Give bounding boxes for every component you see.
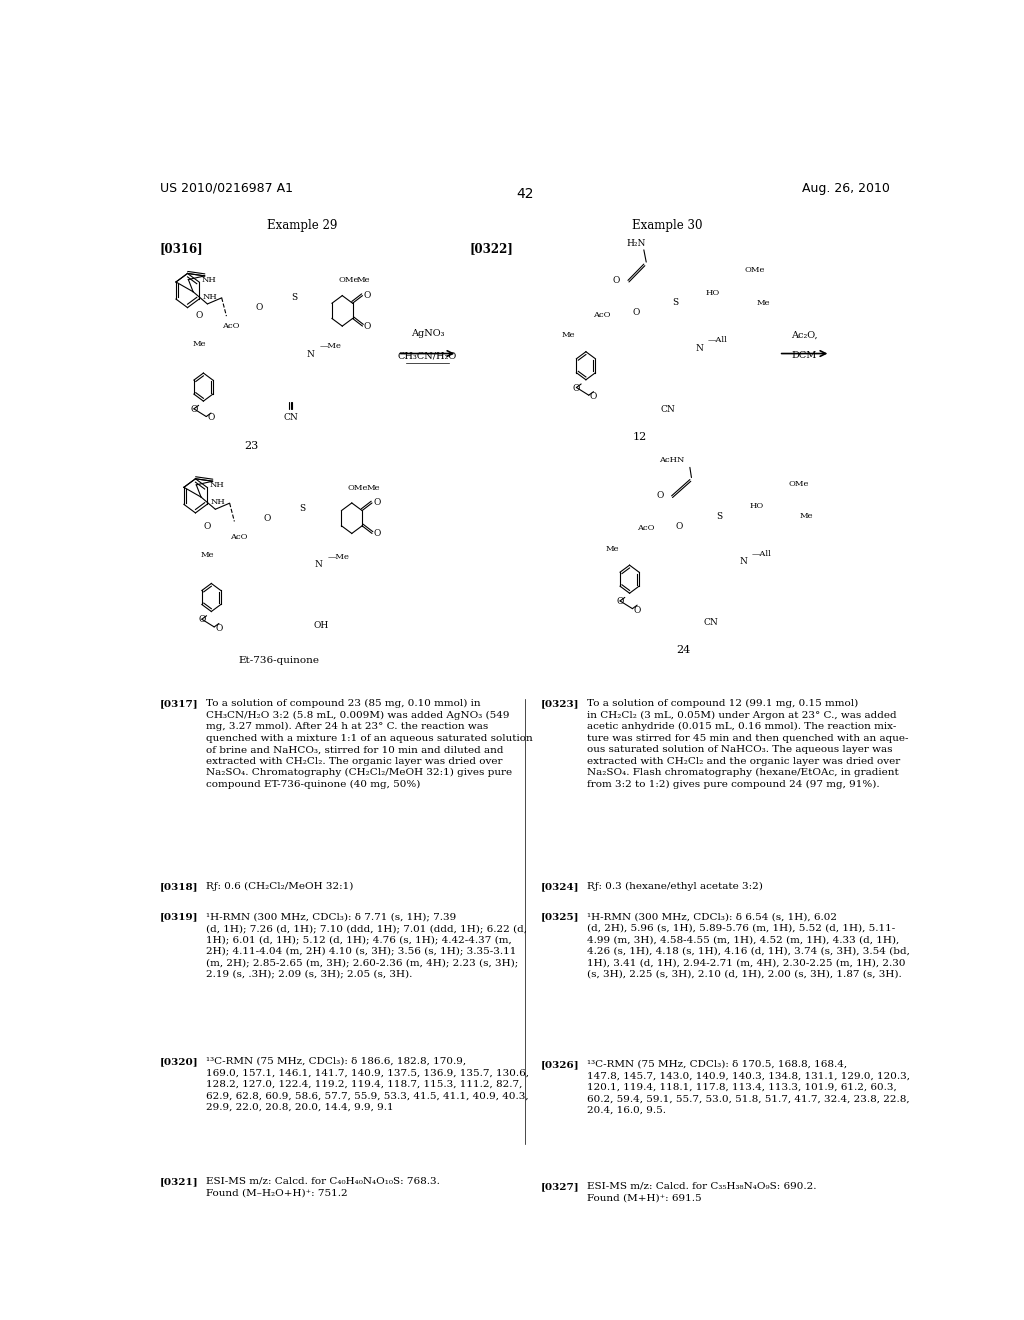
Text: OMe: OMe xyxy=(347,483,368,492)
Text: AcHN: AcHN xyxy=(658,457,684,465)
Text: —All: —All xyxy=(752,549,771,558)
Text: [0325]: [0325] xyxy=(541,912,580,921)
Text: O: O xyxy=(634,606,641,615)
Text: —Me: —Me xyxy=(319,342,341,350)
Text: OH: OH xyxy=(313,622,329,631)
Text: 42: 42 xyxy=(516,187,534,201)
Text: DCM: DCM xyxy=(792,351,817,360)
Text: OMe: OMe xyxy=(338,276,358,284)
Text: [0318]: [0318] xyxy=(160,882,199,891)
Text: AcO: AcO xyxy=(593,312,610,319)
Text: [0324]: [0324] xyxy=(541,882,580,891)
Text: O: O xyxy=(255,304,262,313)
Text: AgNO₃: AgNO₃ xyxy=(411,329,444,338)
Text: Et-736-quinone: Et-736-quinone xyxy=(239,656,319,665)
Text: Rƒ: 0.6 (CH₂Cl₂/MeOH 32:1): Rƒ: 0.6 (CH₂Cl₂/MeOH 32:1) xyxy=(206,882,353,891)
Text: O: O xyxy=(373,529,381,539)
Text: N: N xyxy=(314,561,323,569)
Text: 12: 12 xyxy=(633,432,647,442)
Text: O: O xyxy=(373,499,381,507)
Text: Me: Me xyxy=(201,550,214,558)
Text: N: N xyxy=(739,557,746,566)
Text: To a solution of compound 23 (85 mg, 0.10 mmol) in
CH₃CN/H₂O 3:2 (5.8 mL, 0.009M: To a solution of compound 23 (85 mg, 0.1… xyxy=(206,700,532,789)
Text: Aug. 26, 2010: Aug. 26, 2010 xyxy=(802,182,890,195)
Text: O: O xyxy=(616,597,624,606)
Text: NH: NH xyxy=(202,276,217,284)
Text: O: O xyxy=(590,392,597,401)
Text: Example 30: Example 30 xyxy=(633,219,702,232)
Text: OMe: OMe xyxy=(788,479,809,487)
Text: HO: HO xyxy=(750,502,764,510)
Text: O: O xyxy=(364,322,371,330)
Text: O: O xyxy=(364,292,371,300)
Text: [0323]: [0323] xyxy=(541,700,580,708)
Text: S: S xyxy=(292,293,298,302)
Text: Rƒ: 0.3 (hexane/ethyl acetate 3:2): Rƒ: 0.3 (hexane/ethyl acetate 3:2) xyxy=(587,882,763,891)
Text: CH₃CN/H₂O: CH₃CN/H₂O xyxy=(398,351,457,360)
Text: Me: Me xyxy=(756,298,770,306)
Text: ¹³C-RMN (75 MHz, CDCl₃): δ 170.5, 168.8, 168.4,
147.8, 145.7, 143.0, 140.9, 140.: ¹³C-RMN (75 MHz, CDCl₃): δ 170.5, 168.8,… xyxy=(587,1060,909,1115)
Text: —All: —All xyxy=(708,337,728,345)
Text: O: O xyxy=(656,491,664,500)
Text: [0320]: [0320] xyxy=(160,1057,199,1065)
Text: [0321]: [0321] xyxy=(160,1177,199,1185)
Text: N: N xyxy=(695,345,703,352)
Text: CN: CN xyxy=(660,405,675,414)
Text: ¹H-RMN (300 MHz, CDCl₃): δ 7.71 (s, 1H); 7.39
(d, 1H); 7.26 (d, 1H); 7.10 (ddd, : ¹H-RMN (300 MHz, CDCl₃): δ 7.71 (s, 1H);… xyxy=(206,912,526,979)
Text: AcO: AcO xyxy=(230,532,248,540)
Text: O: O xyxy=(632,309,640,317)
Text: [0326]: [0326] xyxy=(541,1060,580,1069)
Text: S: S xyxy=(673,298,679,308)
Text: CN: CN xyxy=(284,413,298,422)
Text: O: O xyxy=(204,521,211,531)
Text: Me: Me xyxy=(193,341,206,348)
Text: To a solution of compound 12 (99.1 mg, 0.15 mmol)
in CH₂Cl₂ (3 mL, 0.05M) under : To a solution of compound 12 (99.1 mg, 0… xyxy=(587,700,908,789)
Text: NH: NH xyxy=(211,498,225,506)
Text: 24: 24 xyxy=(677,645,690,655)
Text: O: O xyxy=(196,312,203,321)
Text: O: O xyxy=(190,405,198,414)
Text: H₂N: H₂N xyxy=(627,239,645,248)
Text: [0322]: [0322] xyxy=(469,242,513,255)
Text: ESI-MS m/z: Calcd. for C₃₅H₃₈N₄O₉S: 690.2.
Found (M+H)⁺: 691.5: ESI-MS m/z: Calcd. for C₃₅H₃₈N₄O₉S: 690.… xyxy=(587,1181,816,1203)
Text: [0319]: [0319] xyxy=(160,912,199,921)
Text: Me: Me xyxy=(605,545,618,553)
Text: Me: Me xyxy=(562,331,575,339)
Text: S: S xyxy=(716,512,722,520)
Text: NH: NH xyxy=(210,480,224,488)
Text: ¹³C-RMN (75 MHz, CDCl₃): δ 186.6, 182.8, 170.9,
169.0, 157.1, 146.1, 141.7, 140.: ¹³C-RMN (75 MHz, CDCl₃): δ 186.6, 182.8,… xyxy=(206,1057,528,1111)
Text: HO: HO xyxy=(706,289,720,297)
Text: O: O xyxy=(612,276,620,285)
Text: Me: Me xyxy=(357,276,371,284)
Text: O: O xyxy=(572,384,580,392)
Text: —Me: —Me xyxy=(328,553,349,561)
Text: [0316]: [0316] xyxy=(160,242,204,255)
Text: 23: 23 xyxy=(244,441,258,451)
Text: [0317]: [0317] xyxy=(160,700,199,708)
Text: Example 29: Example 29 xyxy=(267,219,338,232)
Text: CN: CN xyxy=(703,618,719,627)
Text: US 2010/0216987 A1: US 2010/0216987 A1 xyxy=(160,182,293,195)
Text: ¹H-RMN (300 MHz, CDCl₃): δ 6.54 (s, 1H), 6.02
(d, 2H), 5.96 (s, 1H), 5.89-5.76 (: ¹H-RMN (300 MHz, CDCl₃): δ 6.54 (s, 1H),… xyxy=(587,912,909,979)
Text: O: O xyxy=(198,615,206,624)
Text: [0327]: [0327] xyxy=(541,1181,580,1191)
Text: Ac₂O,: Ac₂O, xyxy=(792,331,818,339)
Text: O: O xyxy=(207,413,215,422)
Text: Me: Me xyxy=(367,483,380,492)
Text: AcO: AcO xyxy=(222,322,240,330)
Text: Me: Me xyxy=(800,512,813,520)
Text: NH: NH xyxy=(203,293,218,301)
Text: OMe: OMe xyxy=(744,267,765,275)
Text: AcO: AcO xyxy=(637,524,654,532)
Text: ESI-MS m/z: Calcd. for C₄₀H₄₀N₄O₁₀S: 768.3.
Found (M–H₂O+H)⁺: 751.2: ESI-MS m/z: Calcd. for C₄₀H₄₀N₄O₁₀S: 768… xyxy=(206,1177,439,1197)
Text: O: O xyxy=(263,513,270,523)
Text: S: S xyxy=(300,503,305,512)
Text: O: O xyxy=(676,521,683,531)
Text: N: N xyxy=(306,350,314,359)
Text: O: O xyxy=(215,624,222,632)
